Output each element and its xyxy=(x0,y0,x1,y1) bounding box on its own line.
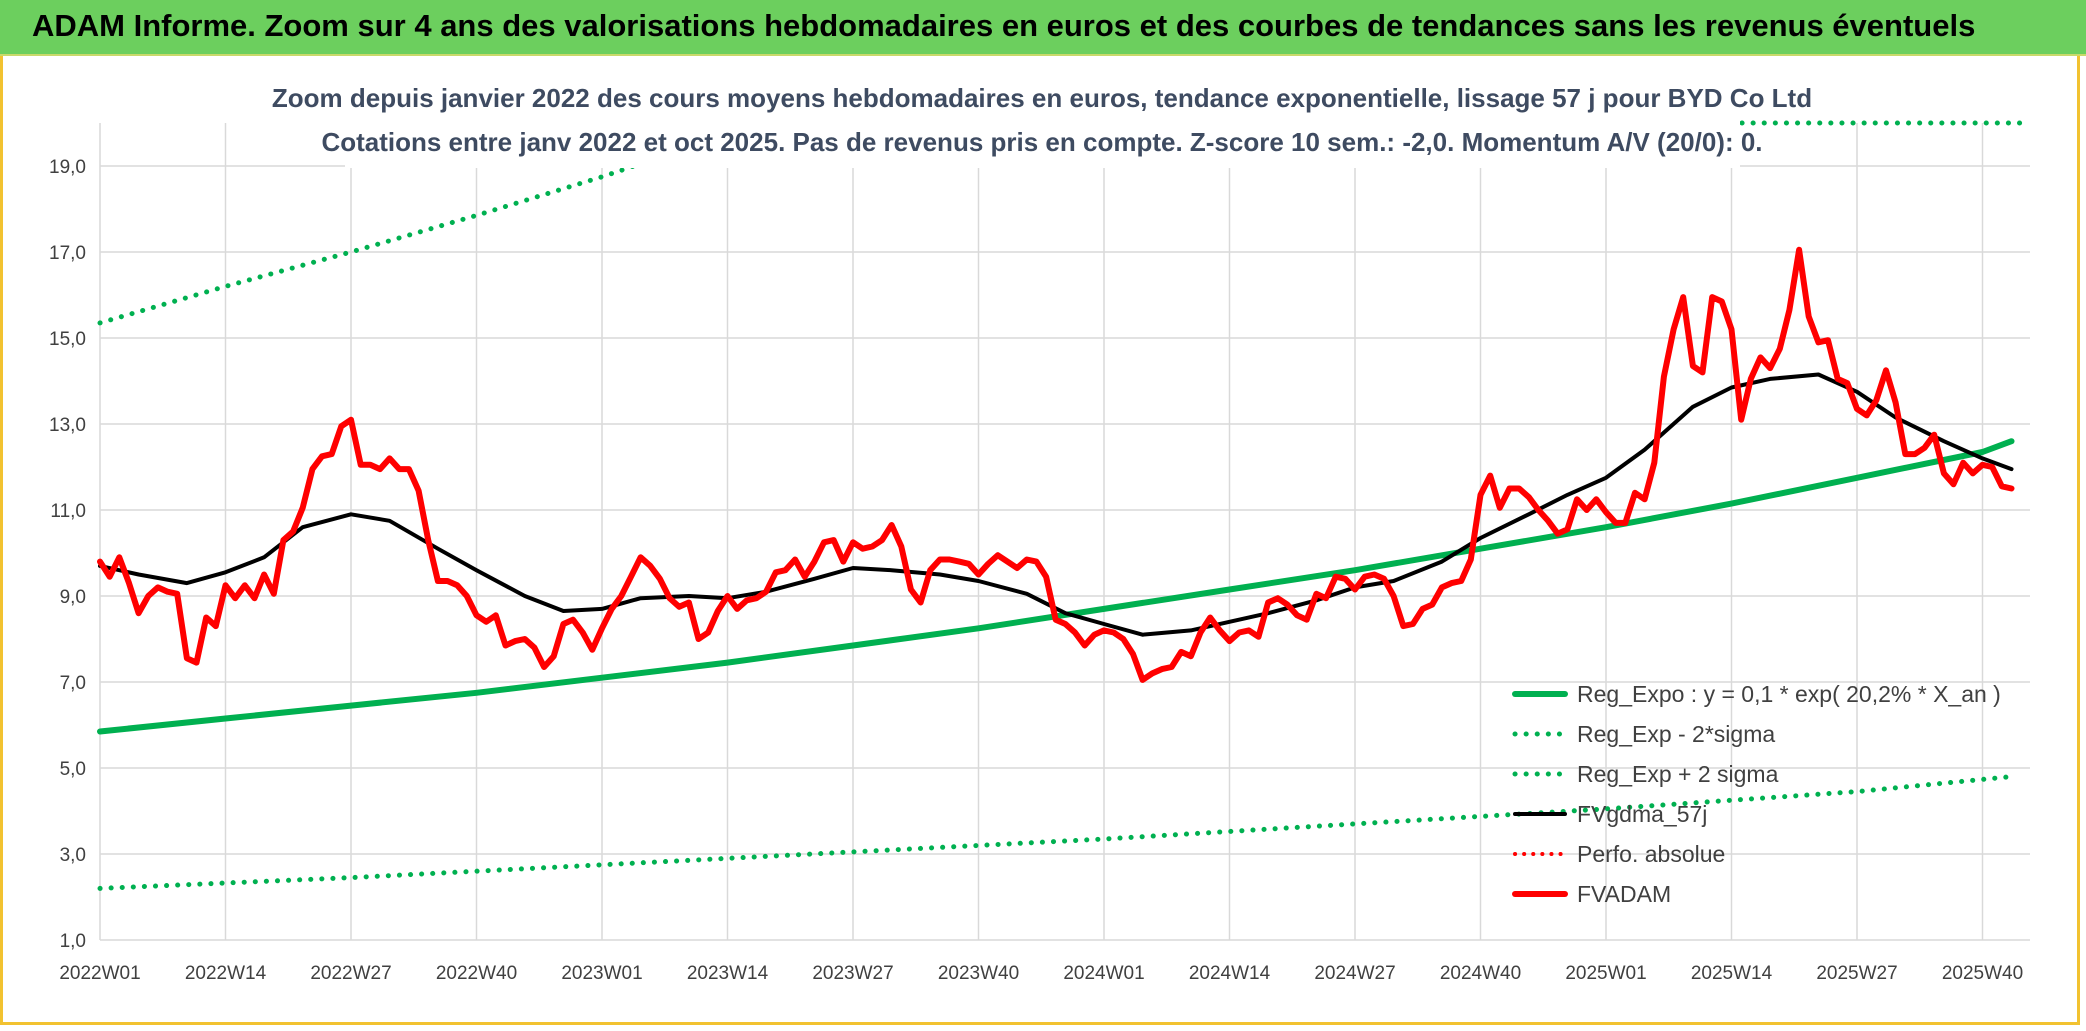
series-line-reg-expo xyxy=(97,438,2015,735)
x-tick-label: 2025W01 xyxy=(1565,963,1646,984)
legend-label: Reg_Exp - 2*sigma xyxy=(1577,721,1775,747)
grid-layer xyxy=(99,123,2030,941)
y-tick-label: 1,0 xyxy=(60,931,86,952)
y-tick-label: 19,0 xyxy=(49,157,86,178)
x-tick-label: 2025W27 xyxy=(1816,963,1897,984)
y-tick-label: 15,0 xyxy=(49,329,86,350)
x-tick-label: 2022W27 xyxy=(310,963,391,984)
page-title: ADAM Informe. Zoom sur 4 ans des valoris… xyxy=(32,8,1976,43)
x-tick-label: 2023W27 xyxy=(812,963,893,984)
y-tick-label: 7,0 xyxy=(60,673,86,694)
y-tick-label: 13,0 xyxy=(49,415,86,436)
series-layer xyxy=(97,120,2033,891)
chart-title-line-1: Zoom depuis janvier 2022 des cours moyen… xyxy=(272,83,1812,113)
legend-label: Reg_Expo : y = 0,1 * exp( 20,2% * X_an ) xyxy=(1577,681,2001,707)
x-tick-label: 2024W40 xyxy=(1440,963,1521,984)
x-tick-label: 2023W40 xyxy=(938,963,1019,984)
subtitle-background xyxy=(345,72,1740,168)
axis-labels: 1,0 3,0 5,0 7,0 9,0 11,0 13,0 15,0 17,0 19,0 2022W… xyxy=(49,157,2023,984)
legend-label: Perfo. absolue xyxy=(1577,841,1725,867)
series-line-lower-band xyxy=(97,774,2014,891)
x-tick-label: 2024W27 xyxy=(1314,963,1395,984)
series-line-upper-band xyxy=(97,161,644,326)
legend: Reg_Expo : y = 0,1 * exp( 20,2% * X_an )… xyxy=(1512,681,2001,907)
y-tick-label: 3,0 xyxy=(60,845,86,866)
x-tick-label: 2025W14 xyxy=(1691,963,1773,984)
x-tick-label: 2023W01 xyxy=(561,963,642,984)
x-tick-label: 2024W01 xyxy=(1063,963,1144,984)
chart-title-line-2: Cotations entre janv 2022 et oct 2025. P… xyxy=(321,127,1762,157)
x-tick-label: 2022W14 xyxy=(185,963,267,984)
y-tick-label: 11,0 xyxy=(50,501,86,522)
x-tick-label: 2022W01 xyxy=(59,963,140,984)
x-tick-label: 2025W40 xyxy=(1942,963,2023,984)
title-banner: ADAM Informe. Zoom sur 4 ans des valoris… xyxy=(0,0,2086,56)
x-tick-label: 2024W14 xyxy=(1189,963,1271,984)
legend-label: FVgdma_57j xyxy=(1577,801,1707,827)
x-tick-label: 2023W14 xyxy=(687,963,769,984)
y-tick-label: 9,0 xyxy=(60,587,86,608)
legend-label: Reg_Exp + 2 sigma xyxy=(1577,761,1779,787)
y-tick-label: 17,0 xyxy=(49,243,86,264)
y-tick-label: 5,0 xyxy=(60,759,86,780)
series-line-fvgdma xyxy=(98,372,2014,637)
series-line-fvadam xyxy=(97,246,2015,683)
legend-label: FVADAM xyxy=(1577,881,1671,907)
x-tick-label: 2022W40 xyxy=(436,963,517,984)
